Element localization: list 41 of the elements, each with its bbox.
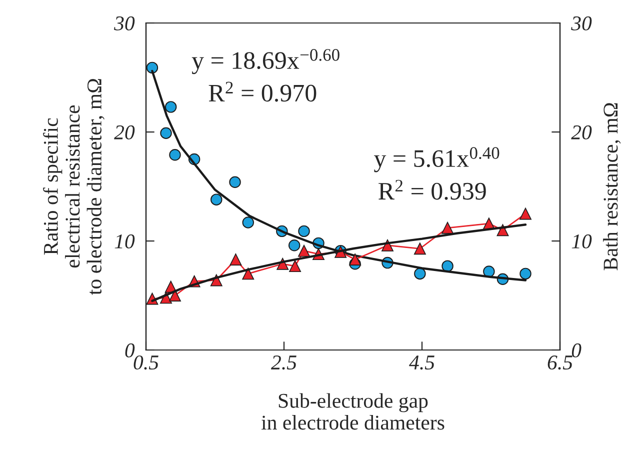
x-tick-label: 0.5 — [134, 355, 158, 370]
annotation: y = 5.61x$^{0.40}$ — [374, 147, 500, 172]
point — [349, 254, 362, 266]
point — [289, 260, 302, 272]
y-tick-label: 10 — [114, 234, 135, 248]
point — [146, 62, 158, 74]
point — [229, 176, 241, 188]
point — [483, 266, 495, 278]
point — [298, 225, 310, 238]
point — [414, 242, 426, 255]
y2-tick-label: 0 — [572, 343, 582, 358]
y2-axis-title: Bath resistance, mΩ — [603, 103, 621, 270]
x-tick-label: 6.5 — [548, 356, 572, 370]
point — [160, 127, 172, 139]
point — [210, 194, 222, 206]
y-tick-label: 30 — [114, 16, 135, 30]
x-tick-label: 4.5 — [409, 356, 434, 370]
point — [242, 216, 254, 228]
x-tick-label: 2.5 — [270, 356, 296, 370]
point — [442, 260, 454, 272]
point — [169, 290, 181, 302]
point — [242, 268, 254, 280]
y2-tick-label: 20 — [571, 125, 592, 140]
y-axis-title: Ratio of specific electrical resistance to electrode diameter, mΩ — [43, 79, 104, 295]
y2-tick-label: 30 — [571, 16, 592, 30]
point — [414, 268, 426, 280]
annotation: y = 18.69x$^{−0.60}$ — [192, 49, 340, 74]
point — [288, 239, 300, 252]
y-tick-label: 20 — [114, 125, 135, 140]
y-tick-label: 0 — [125, 343, 135, 358]
annotation: R$^{2}$ = 0.970 — [208, 82, 316, 102]
point — [442, 222, 454, 234]
point — [230, 254, 242, 266]
point — [520, 208, 532, 220]
x-axis-title: Sub-electrode gap in electrode diameters — [261, 393, 444, 430]
point — [298, 244, 310, 257]
point — [169, 149, 181, 161]
point — [164, 101, 177, 113]
annotation: R$^{2}$ = 0.939 — [378, 180, 486, 200]
point — [520, 268, 532, 280]
y2-tick-label: 10 — [572, 234, 592, 248]
